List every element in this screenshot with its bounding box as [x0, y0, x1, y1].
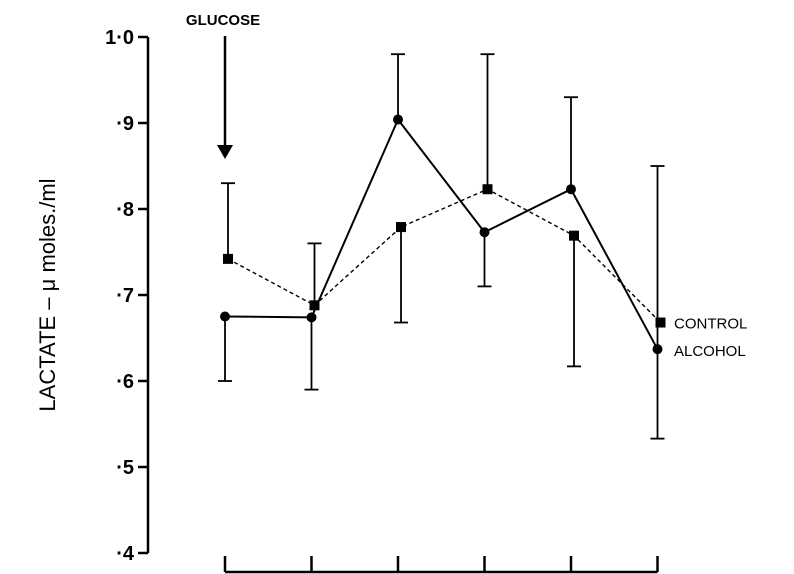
y-tick-label: ·5 — [116, 457, 134, 479]
data-point-alcohol — [220, 311, 230, 322]
data-point-alcohol — [393, 114, 403, 125]
series-line-alcohol — [224, 117, 659, 350]
y-tick-label: ·7 — [116, 285, 134, 307]
y-tick-label: ·4 — [116, 543, 135, 565]
data-point-control — [482, 184, 493, 195]
data-point-alcohol — [306, 312, 317, 323]
y-tick-label: ·9 — [116, 113, 134, 135]
y-tick-label: ·8 — [116, 199, 134, 221]
glucose-annotation: GLUCOSE — [186, 12, 260, 29]
data-point-control — [569, 230, 579, 241]
series-line-control — [227, 188, 661, 324]
error-bars — [218, 53, 665, 440]
axes: 1·0 ·9 ·8 ·7 ·6 ·5 ·4 LACTATE – μ moles./ml — [35, 27, 659, 574]
y-tick-label: 1·0 — [105, 27, 134, 49]
series-label-control: CONTROL — [674, 316, 747, 333]
y-tick-label: ·6 — [116, 371, 134, 393]
series-lines — [224, 117, 661, 350]
chart-labels: CONTROL ALCOHOL GLUCOSE — [186, 12, 747, 360]
y-axis-title: LACTATE – μ moles./ml — [35, 178, 60, 411]
series-label-alcohol: ALCOHOL — [674, 343, 746, 360]
data-point-control — [309, 300, 320, 311]
data-point-alcohol — [652, 344, 663, 355]
data-point-control — [655, 317, 666, 328]
data-point-alcohol — [479, 227, 490, 238]
data-point-alcohol — [566, 184, 576, 195]
data-point-control — [396, 222, 406, 233]
glucose-arrow-head — [217, 145, 233, 159]
data-point-control — [223, 253, 233, 264]
series-markers — [220, 114, 666, 355]
